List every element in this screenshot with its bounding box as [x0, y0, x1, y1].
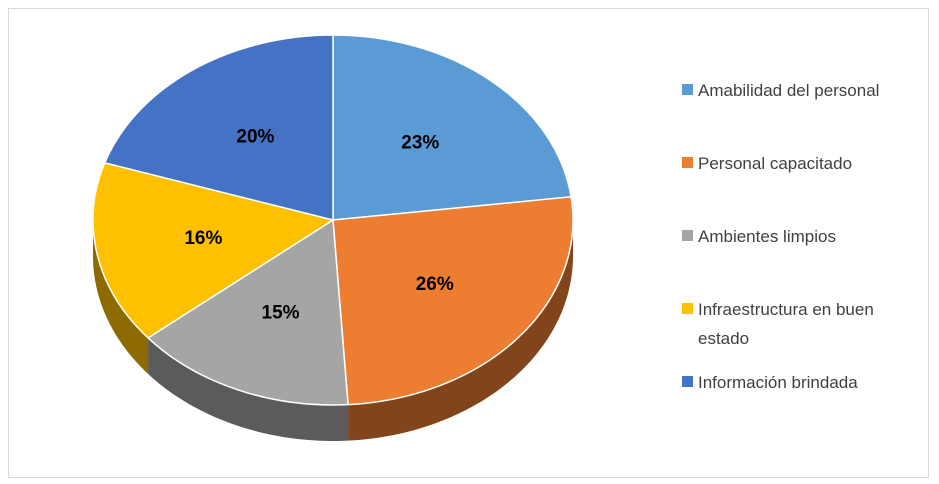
- data-label: 16%: [184, 228, 222, 249]
- legend-label: Ambientes limpios: [698, 227, 836, 246]
- legend-label: Personal capacitado: [698, 154, 853, 173]
- chart-frame: [8, 8, 929, 478]
- legend-item: Personal capacitado: [682, 149, 922, 178]
- legend-item: Infraestructura en buen estado: [682, 295, 922, 353]
- pie-slice: [103, 34, 334, 221]
- pie-side: [93, 220, 149, 374]
- legend-label: Amabilidad del personal: [698, 81, 880, 100]
- legend-swatch: [682, 303, 693, 314]
- legend-item: Ambientes limpios: [682, 222, 922, 251]
- pie-slice: [92, 161, 335, 339]
- pie-slice: [332, 195, 574, 406]
- legend-item: Información brindada: [682, 368, 922, 397]
- pie-slice: [146, 218, 349, 406]
- legend: Amabilidad del personal Personal capacita…: [682, 76, 922, 397]
- legend-label: Información brindada: [698, 373, 858, 392]
- pie-side: [148, 337, 349, 441]
- pie-slice: [332, 34, 572, 221]
- data-label: 20%: [236, 127, 274, 148]
- data-label: 15%: [262, 302, 300, 323]
- legend-swatch: [682, 157, 693, 168]
- pie-side: [348, 220, 573, 441]
- legend-item: Amabilidad del personal: [682, 76, 922, 105]
- legend-swatch: [682, 230, 693, 241]
- data-label: 26%: [416, 274, 454, 295]
- data-label: 23%: [401, 133, 439, 154]
- legend-swatch: [682, 84, 693, 95]
- legend-swatch: [682, 376, 693, 387]
- legend-label: Infraestructura en buen estado: [698, 300, 874, 348]
